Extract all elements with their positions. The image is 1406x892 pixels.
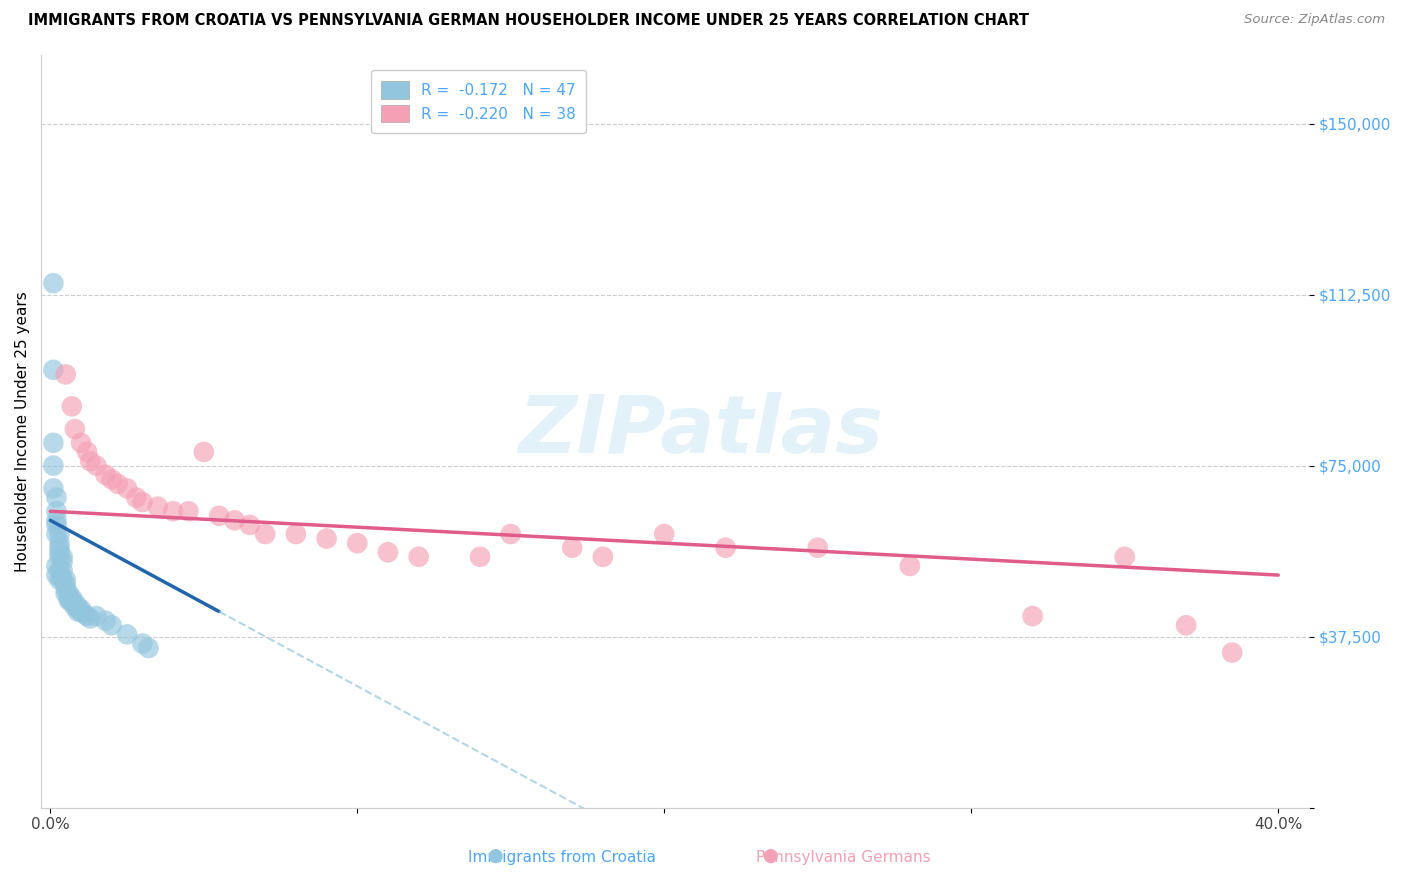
- Point: [79, 611, 101, 625]
- Point: [55, 577, 77, 591]
- Point: [131, 495, 153, 509]
- Point: [208, 508, 231, 523]
- Point: [315, 532, 337, 546]
- Point: [66, 599, 89, 614]
- Point: [42, 458, 65, 473]
- Point: [45, 513, 67, 527]
- Point: [42, 482, 65, 496]
- Point: [48, 536, 70, 550]
- Point: [52, 549, 75, 564]
- Text: ⬤: ⬤: [486, 848, 503, 863]
- Point: [131, 636, 153, 650]
- Text: ⬤: ⬤: [762, 848, 779, 863]
- Point: [45, 517, 67, 532]
- Point: [45, 491, 67, 505]
- Point: [55, 573, 77, 587]
- Point: [48, 573, 70, 587]
- Point: [48, 541, 70, 555]
- Point: [79, 454, 101, 468]
- Point: [63, 595, 86, 609]
- Point: [107, 476, 129, 491]
- Point: [73, 607, 96, 621]
- Point: [58, 593, 80, 607]
- Text: Source: ZipAtlas.com: Source: ZipAtlas.com: [1244, 13, 1385, 27]
- Point: [239, 517, 262, 532]
- Point: [63, 422, 86, 436]
- Point: [45, 568, 67, 582]
- Point: [1220, 646, 1243, 660]
- Point: [807, 541, 830, 555]
- Point: [224, 513, 246, 527]
- Point: [55, 368, 77, 382]
- Point: [898, 558, 921, 573]
- Point: [48, 527, 70, 541]
- Point: [714, 541, 737, 555]
- Point: [346, 536, 368, 550]
- Point: [86, 609, 108, 624]
- Point: [45, 504, 67, 518]
- Point: [177, 504, 200, 518]
- Point: [48, 549, 70, 564]
- Point: [42, 363, 65, 377]
- Point: [63, 599, 86, 614]
- Point: [377, 545, 399, 559]
- Point: [468, 549, 491, 564]
- Point: [52, 573, 75, 587]
- Text: IMMIGRANTS FROM CROATIA VS PENNSYLVANIA GERMAN HOUSEHOLDER INCOME UNDER 25 YEARS: IMMIGRANTS FROM CROATIA VS PENNSYLVANIA …: [28, 13, 1029, 29]
- Point: [100, 472, 122, 486]
- Point: [499, 527, 522, 541]
- Point: [52, 564, 75, 578]
- Point: [60, 595, 83, 609]
- Point: [70, 605, 93, 619]
- Point: [408, 549, 430, 564]
- Point: [58, 591, 80, 605]
- Point: [48, 545, 70, 559]
- Point: [254, 527, 277, 541]
- Point: [70, 435, 93, 450]
- Legend: R =  -0.172   N = 47, R =  -0.220   N = 38: R = -0.172 N = 47, R = -0.220 N = 38: [371, 70, 586, 133]
- Point: [42, 435, 65, 450]
- Point: [45, 558, 67, 573]
- Point: [652, 527, 675, 541]
- Point: [48, 564, 70, 578]
- Point: [115, 482, 138, 496]
- Point: [60, 591, 83, 605]
- Point: [76, 445, 98, 459]
- Point: [66, 605, 89, 619]
- Point: [100, 618, 122, 632]
- Y-axis label: Householder Income Under 25 years: Householder Income Under 25 years: [15, 291, 30, 572]
- Point: [94, 614, 117, 628]
- Point: [561, 541, 583, 555]
- Point: [45, 527, 67, 541]
- Point: [1114, 549, 1136, 564]
- Text: Pennsylvania Germans: Pennsylvania Germans: [756, 850, 931, 865]
- Point: [60, 400, 83, 414]
- Point: [55, 582, 77, 596]
- Point: [58, 586, 80, 600]
- Point: [1021, 609, 1043, 624]
- Point: [52, 554, 75, 568]
- Text: Immigrants from Croatia: Immigrants from Croatia: [468, 850, 657, 865]
- Point: [193, 445, 215, 459]
- Text: ZIPatlas: ZIPatlas: [517, 392, 883, 470]
- Point: [94, 467, 117, 482]
- Point: [115, 627, 138, 641]
- Point: [55, 586, 77, 600]
- Point: [86, 458, 108, 473]
- Point: [592, 549, 614, 564]
- Point: [125, 491, 148, 505]
- Point: [42, 276, 65, 290]
- Point: [76, 609, 98, 624]
- Point: [138, 641, 160, 656]
- Point: [284, 527, 307, 541]
- Point: [146, 500, 169, 514]
- Point: [1175, 618, 1198, 632]
- Point: [70, 602, 93, 616]
- Point: [162, 504, 184, 518]
